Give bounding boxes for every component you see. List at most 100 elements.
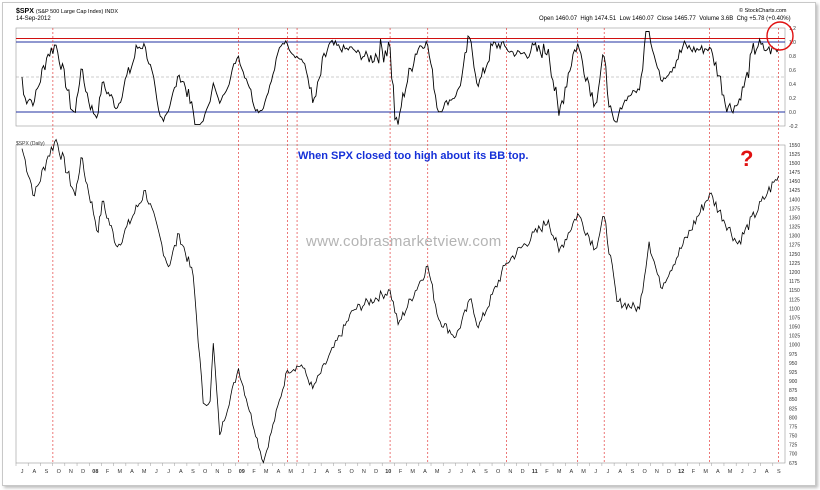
price-tick-label: 1175 bbox=[789, 279, 800, 285]
price-tick-label: 900 bbox=[789, 379, 798, 385]
x-tick-label: O bbox=[57, 469, 62, 475]
x-tick-label: S bbox=[777, 469, 781, 475]
price-tick-label: 1025 bbox=[789, 334, 800, 340]
ohlc-readout: Open 1460.07 High 1474.51 Low 1460.07 Cl… bbox=[539, 16, 791, 22]
price-axis: 1550 1525 1500 1475 1450 1425 1400 1375 1350 1325… bbox=[789, 143, 800, 467]
volume-value: Volume 3.6B bbox=[699, 16, 734, 22]
x-tick-label: J bbox=[607, 469, 610, 475]
x-tick-label: J bbox=[21, 469, 24, 475]
x-tick-label: D bbox=[667, 469, 671, 475]
indicator-series-line bbox=[21, 31, 779, 126]
indicator-grid bbox=[15, 27, 786, 464]
x-tick-label: O bbox=[203, 469, 208, 475]
price-tick-label: 1375 bbox=[789, 206, 800, 212]
x-tick-label: M bbox=[435, 469, 440, 475]
price-tick-label: 825 bbox=[789, 406, 798, 412]
x-tick-label: J bbox=[314, 469, 317, 475]
x-tick-label: A bbox=[277, 469, 281, 475]
brand-label: © StockCharts.com bbox=[739, 8, 787, 14]
price-tick-label: 1100 bbox=[789, 306, 800, 312]
watermark: www.cobrasmarketview.com bbox=[306, 233, 502, 250]
price-tick-label: 1275 bbox=[789, 243, 800, 249]
x-tick-label: A bbox=[423, 469, 427, 475]
x-tick-label: N bbox=[362, 469, 366, 475]
x-tick-label: F bbox=[692, 469, 696, 475]
x-tick-label: N bbox=[508, 469, 512, 475]
x-tick-label: M bbox=[557, 469, 562, 475]
x-tick-label: N bbox=[69, 469, 73, 475]
x-tick-label: A bbox=[765, 469, 769, 475]
price-tick-label: 925 bbox=[789, 370, 798, 376]
open-value: Open 1460.07 bbox=[539, 16, 578, 22]
x-tick-label: D bbox=[81, 469, 85, 475]
x-tick-label: F bbox=[545, 469, 549, 475]
x-tick-label: 09 bbox=[239, 469, 245, 475]
time-axis: J A S O N D 08 F M A M J J A S O N D 09 F M A M J J A S O N D 10 F M A M J J… bbox=[15, 463, 781, 475]
signal-lines bbox=[52, 28, 779, 463]
x-tick-label: J bbox=[155, 469, 158, 475]
x-tick-label: A bbox=[570, 469, 574, 475]
price-tick-label: 700 bbox=[789, 452, 798, 458]
price-tick-label: 850 bbox=[789, 397, 798, 403]
x-tick-label: A bbox=[618, 469, 622, 475]
x-tick-label: 11 bbox=[532, 469, 538, 475]
indicator-tick-label: 0.2 bbox=[789, 96, 796, 102]
price-tick-label: 1525 bbox=[789, 152, 800, 158]
price-tick-label: 1450 bbox=[789, 179, 800, 185]
price-tick-label: 1500 bbox=[789, 161, 800, 167]
indicator-tick-label: 0.4 bbox=[789, 82, 796, 88]
x-tick-label: 10 bbox=[385, 469, 391, 475]
indicator-tick-label: 0.6 bbox=[789, 68, 796, 74]
price-tick-label: 950 bbox=[789, 361, 798, 367]
x-tick-label: N bbox=[215, 469, 219, 475]
x-tick-label: J bbox=[753, 469, 756, 475]
price-legend: $SPX (Daily) bbox=[16, 141, 45, 147]
x-tick-label: O bbox=[496, 469, 501, 475]
price-tick-label: 750 bbox=[789, 434, 798, 440]
x-tick-label: S bbox=[45, 469, 49, 475]
x-tick-label: J bbox=[741, 469, 744, 475]
price-tick-label: 1250 bbox=[789, 252, 800, 258]
indicator-axis: 1.2 1.0 0.8 0.6 0.4 0.2 0.0 -0.2 bbox=[789, 26, 798, 130]
x-tick-label: M bbox=[728, 469, 733, 475]
price-tick-label: 1150 bbox=[789, 288, 800, 294]
price-tick-label: 975 bbox=[789, 352, 798, 358]
price-tick-label: 1075 bbox=[789, 315, 800, 321]
price-tick-label: 875 bbox=[789, 388, 798, 394]
price-tick-label: 800 bbox=[789, 415, 798, 421]
price-tick-label: 1475 bbox=[789, 170, 800, 176]
price-tick-label: 1325 bbox=[789, 225, 800, 231]
symbol-label: $SPX (S&P 500 Large Cap Index) INDX bbox=[16, 8, 118, 15]
x-tick-label: S bbox=[338, 469, 342, 475]
price-tick-label: 1300 bbox=[789, 234, 800, 240]
chart-date: 14-Sep-2012 bbox=[16, 16, 51, 22]
price-tick-label: 1125 bbox=[789, 297, 800, 303]
price-tick-label: 775 bbox=[789, 424, 798, 430]
x-tick-label: F bbox=[399, 469, 403, 475]
low-value: Low 1460.07 bbox=[619, 16, 654, 22]
indicator-tick-label: -0.2 bbox=[789, 124, 798, 130]
x-tick-label: A bbox=[130, 469, 134, 475]
price-series-line bbox=[21, 138, 779, 464]
indicator-tick-label: 1.0 bbox=[789, 40, 796, 46]
x-tick-label: J bbox=[448, 469, 451, 475]
x-tick-label: F bbox=[106, 469, 110, 475]
x-tick-label: M bbox=[703, 469, 708, 475]
x-tick-label: D bbox=[228, 469, 232, 475]
x-tick-label: S bbox=[631, 469, 635, 475]
price-tick-label: 1050 bbox=[789, 325, 800, 331]
x-tick-label: D bbox=[374, 469, 378, 475]
x-tick-label: J bbox=[594, 469, 597, 475]
x-tick-label: J bbox=[167, 469, 170, 475]
price-tick-label: 675 bbox=[789, 461, 798, 467]
highlight-circle bbox=[766, 21, 794, 51]
x-tick-label: M bbox=[288, 469, 293, 475]
x-tick-label: D bbox=[521, 469, 525, 475]
x-tick-label: A bbox=[32, 469, 36, 475]
x-tick-label: O bbox=[642, 469, 647, 475]
x-tick-label: J bbox=[460, 469, 463, 475]
price-tick-label: 1425 bbox=[789, 188, 800, 194]
change-value: Chg +5.78 (+0.40%) bbox=[736, 16, 791, 22]
